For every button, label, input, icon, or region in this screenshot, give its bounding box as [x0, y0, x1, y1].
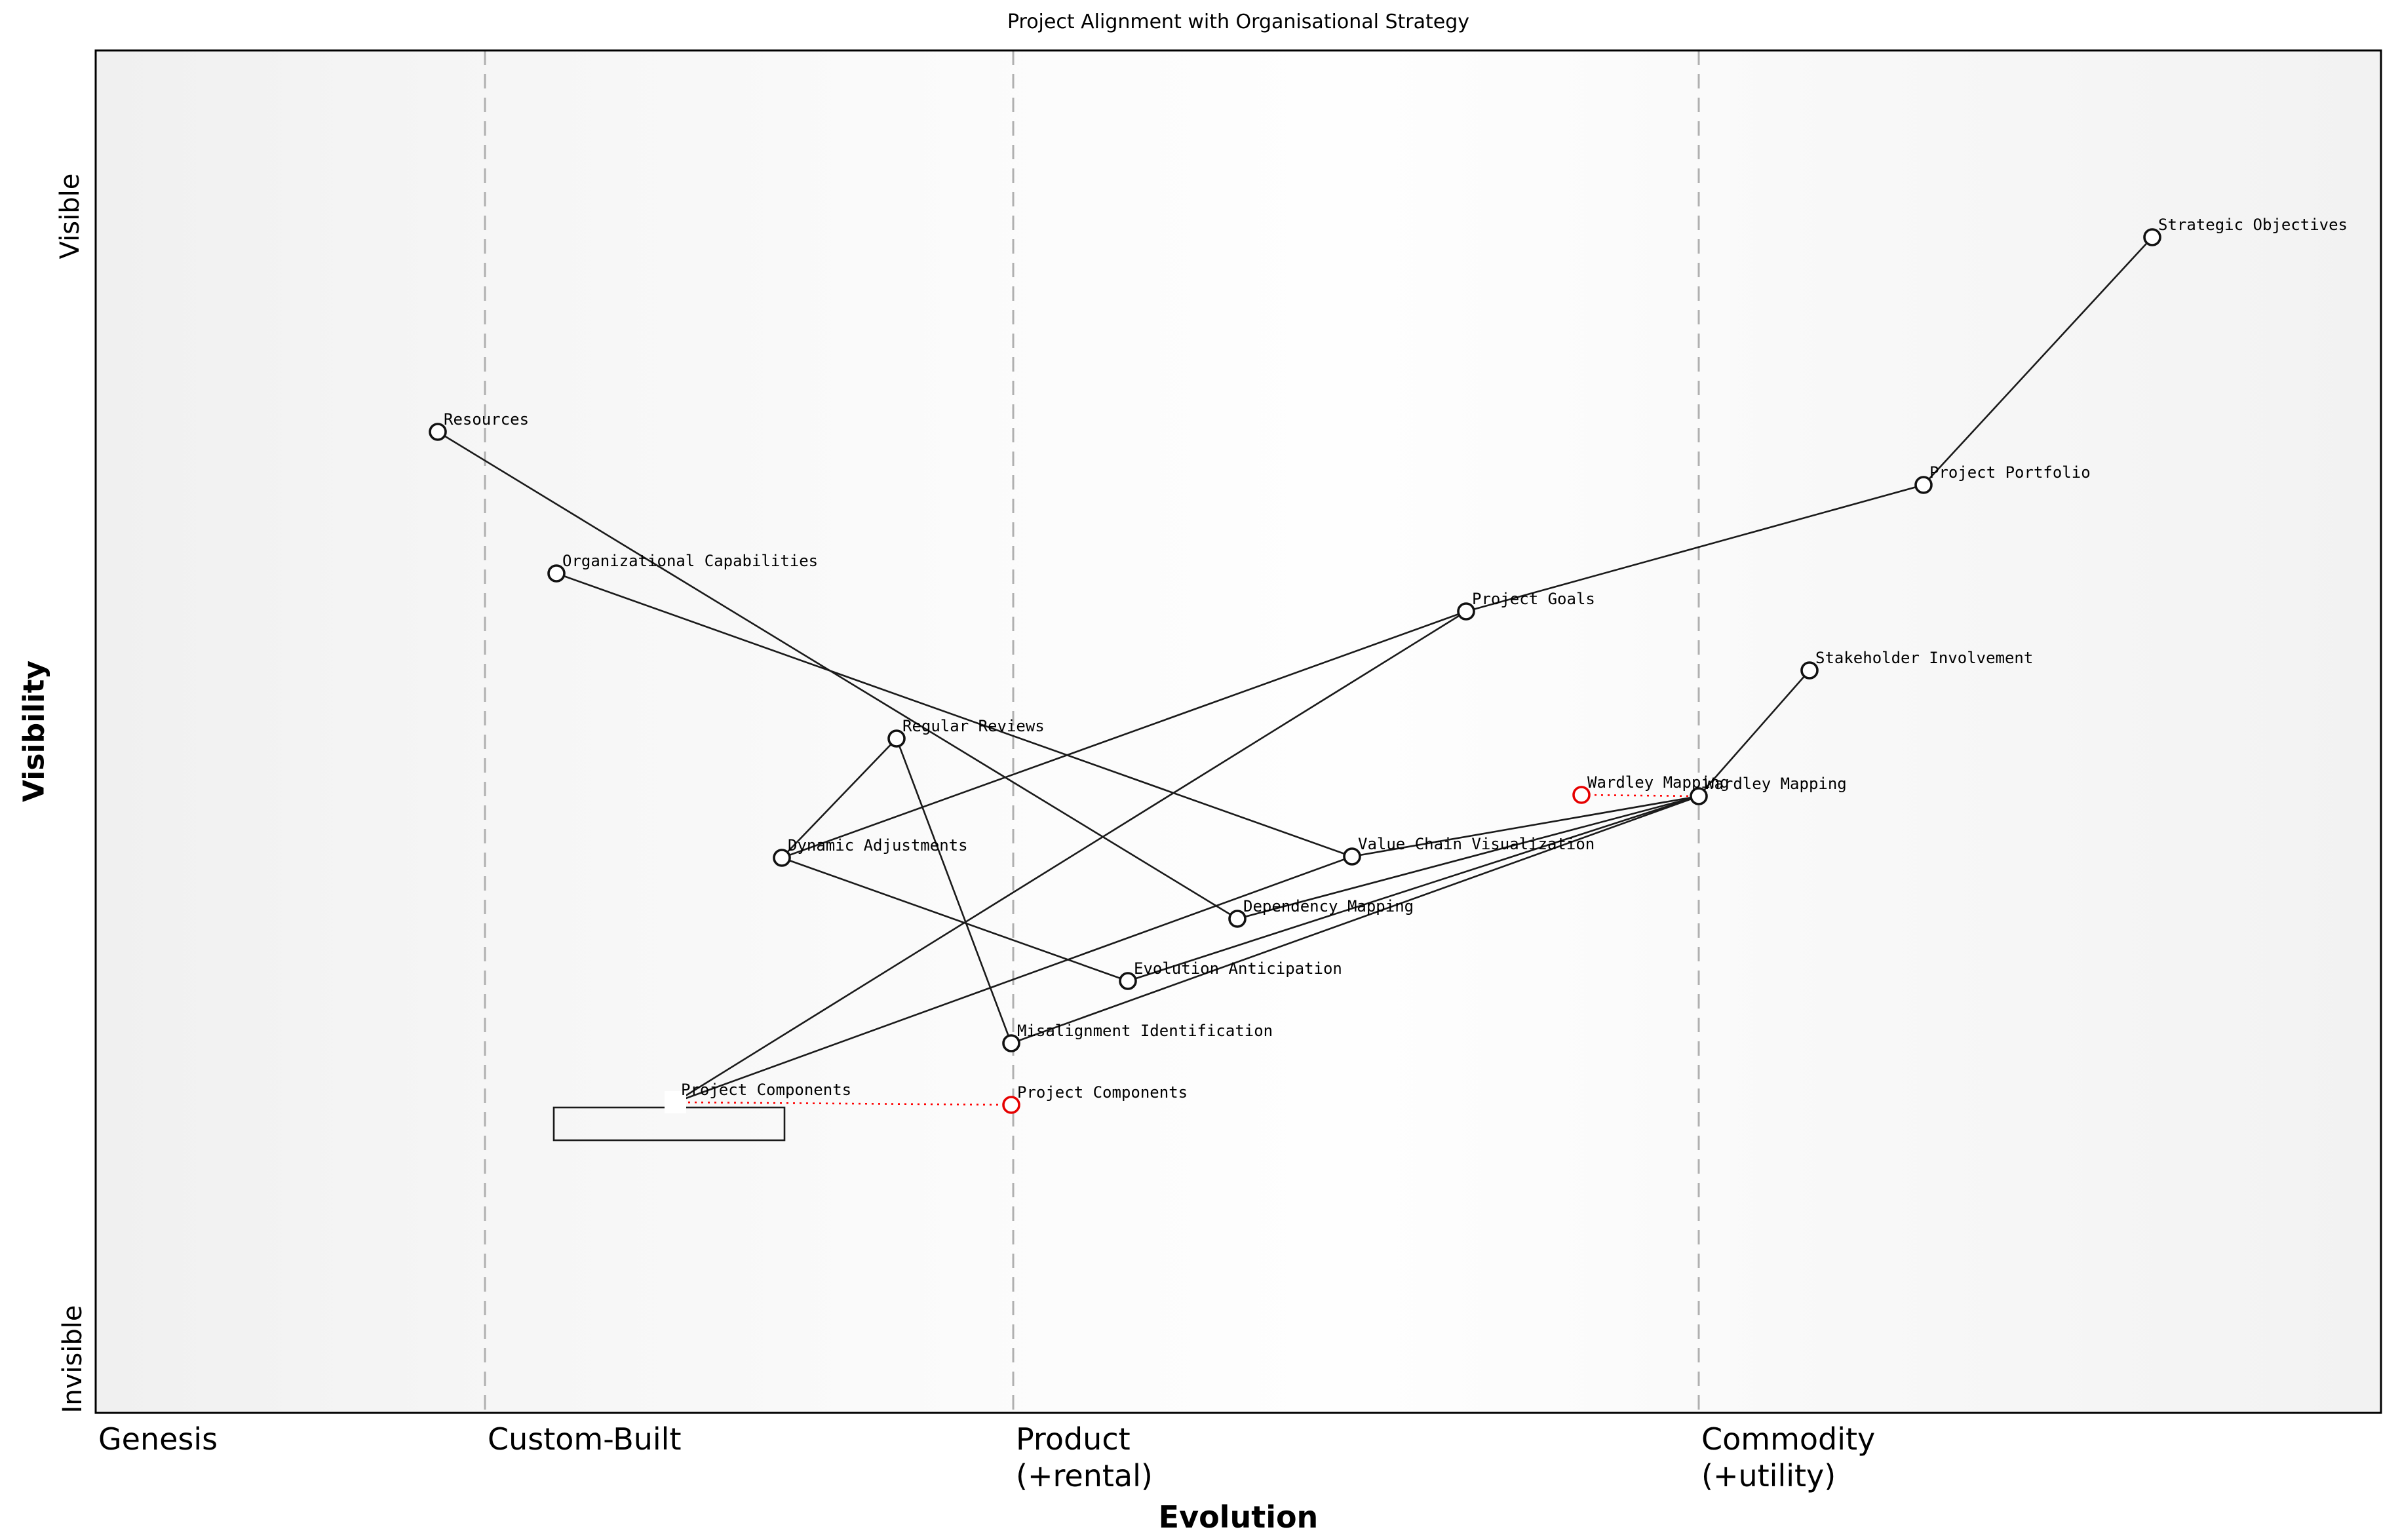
map-node-regular_reviews [887, 729, 906, 748]
map-node-value_chain_visualization [1343, 847, 1361, 866]
node-label-organizational_capabilities: Organizational Capabilities [562, 552, 818, 570]
node-label-wardley_mapping_moved: Wardley Mapping [1587, 773, 1730, 792]
stage-label-custom-built: Custom-Built [488, 1421, 682, 1457]
node-label-stakeholder_involvement: Stakeholder Involvement [1815, 649, 2033, 667]
map-node-wardley_mapping [1690, 787, 1708, 805]
y-tick-invisible: Invisible [58, 1305, 88, 1414]
y-axis-title: Visibility [17, 660, 51, 803]
node-label-evolution_anticipation: Evolution Anticipation [1134, 959, 1342, 978]
x-axis-stage-labels: Genesis Custom-Built Product(+rental) Commo… [98, 1421, 1875, 1493]
edge-value_chain_visualization--wardley_mapping [1351, 795, 1699, 858]
edge-project_portfolio--project_goals [1465, 484, 1924, 613]
map-node-strategic_objectives [2143, 228, 2161, 246]
node-label-strategic_objectives: Strategic Objectives [2158, 216, 2348, 234]
map-node-project_components_moved [1002, 1096, 1020, 1114]
node-label-misalignment_identification: Misalignment Identification [1017, 1022, 1273, 1040]
map-nodes [429, 228, 2161, 1114]
edge-strategic_objectives--project_portfolio [1923, 237, 2153, 486]
stage-sublabel-product: (+rental) [1016, 1458, 1153, 1493]
stage-label-genesis: Genesis [98, 1421, 218, 1457]
edge-dynamic_adjustments--regular_reviews [781, 738, 897, 858]
edge-resources--dependency_mapping [437, 431, 1238, 920]
edge-dependency_mapping--wardley_mapping [1237, 795, 1699, 920]
plot-border [94, 49, 2382, 1414]
edge-misalignment_identification--wardley_mapping [1011, 795, 1699, 1045]
map-node-project_goals [1457, 602, 1475, 621]
edge-wardley_mapping--stakeholder_involvement [1698, 670, 1810, 797]
dependency-edges [437, 237, 2153, 1104]
edge-project_goals--dynamic_adjustments [781, 610, 1467, 859]
edge-project_components_old--value_chain_visualization [674, 855, 1353, 1104]
chart-title: Project Alignment with Organisational St… [1007, 10, 1470, 33]
node-label-project_components_moved: Project Components [1017, 1083, 1188, 1102]
edge-dynamic_adjustments--evolution_anticipation [781, 857, 1129, 982]
stage-label-product: Product [1016, 1421, 1131, 1457]
node-label-dependency_mapping: Dependency Mapping [1243, 897, 1414, 915]
map-node-dependency_mapping [1228, 910, 1247, 928]
node-label-regular_reviews: Regular Reviews [902, 717, 1045, 735]
map-node-misalignment_identification [1002, 1034, 1020, 1052]
y-tick-visible: Visible [55, 173, 85, 260]
stage-label-commodity: Commodity [1701, 1421, 1875, 1457]
edge-project_goals--project_components_old [674, 610, 1467, 1104]
edge-regular_reviews--misalignment_identification [895, 738, 1013, 1044]
ghost-node-project_components_old [665, 1091, 686, 1113]
node-label-dynamic_adjustments: Dynamic Adjustments [788, 836, 968, 855]
node-label-project_components_old: Project Components [681, 1081, 851, 1099]
x-axis-title: Evolution [1158, 1499, 1319, 1535]
node-label-wardley_mapping: Wardley Mapping [1705, 775, 1847, 793]
node-label-project_goals: Project Goals [1472, 590, 1595, 608]
map-node-organizational_capabilities [547, 564, 566, 583]
map-node-project_portfolio [1914, 476, 1933, 494]
map-node-labels: Strategic Objectives Resources Project Por… [444, 216, 2348, 1102]
node-label-value_chain_visualization: Value Chain Visualization [1358, 835, 1595, 853]
edge-organizational_capabilities--value_chain_visualization [556, 572, 1353, 858]
map-node-wardley_mapping_moved [1572, 786, 1591, 804]
map-node-stakeholder_involvement [1800, 661, 1819, 680]
map-node-evolution_anticipation [1119, 972, 1137, 990]
plot-area [96, 50, 2381, 1413]
edge-evolution_anticipation--wardley_mapping [1127, 795, 1699, 982]
map-node-dynamic_adjustments [773, 849, 791, 867]
node-label-resources: Resources [444, 410, 529, 429]
node-label-project_portfolio: Project Portfolio [1929, 463, 2091, 482]
stage-sublabel-commodity: (+utility) [1701, 1458, 1836, 1493]
evolution-boundaries [484, 50, 1700, 1413]
map-node-resources [429, 423, 447, 441]
